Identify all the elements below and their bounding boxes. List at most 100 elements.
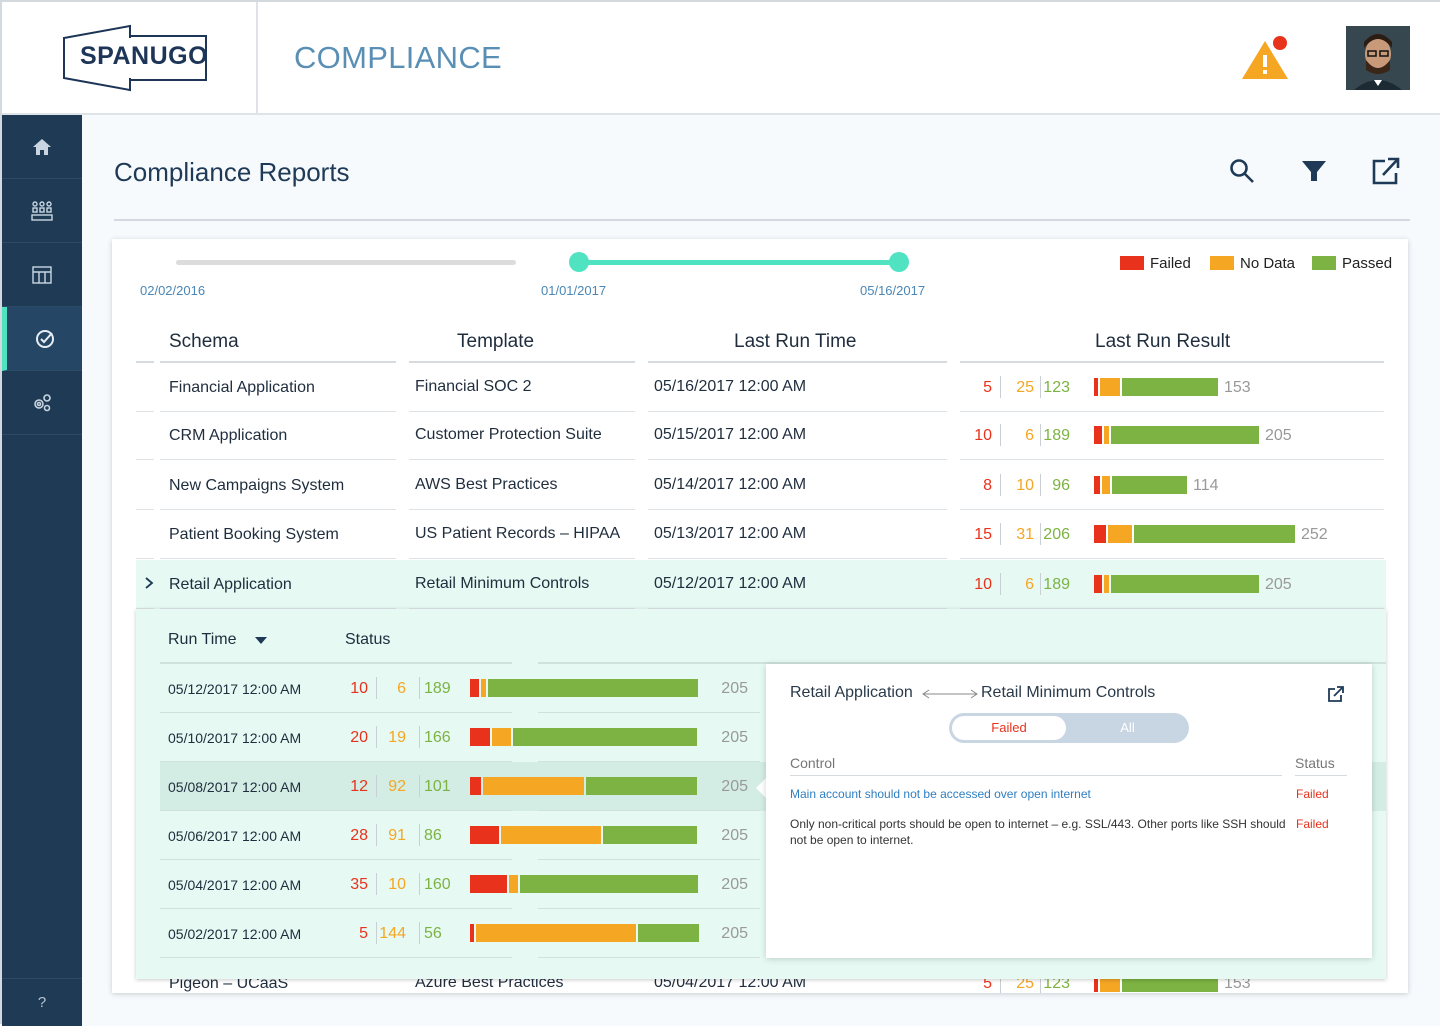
no-data-bar-segment [476,924,636,942]
toggle-option-all[interactable]: All [1120,720,1135,735]
search-icon[interactable] [1224,153,1260,189]
last-run-time: 05/16/2017 12:00 AM [654,378,807,395]
timeline-selected-range[interactable] [579,260,899,265]
table-row[interactable]: New Campaigns System AWS Best Practices 05… [136,461,1386,510]
count-divider [419,677,420,699]
sidebar-item-compliance[interactable] [2,307,82,371]
last-run-time: 05/14/2017 12:00 AM [654,476,807,493]
row-divider [648,459,947,460]
no-data-bar-segment [1108,525,1132,543]
no-data-bar-segment [483,777,584,795]
failed-bar-segment [470,777,481,795]
failed-all-toggle[interactable]: Failed All [949,713,1189,743]
table-row-expanded[interactable]: Retail Application Retail Minimum Control… [136,560,1386,609]
sidebar-item-home[interactable] [2,115,82,179]
run-row[interactable]: 05/04/2017 12:00 AM 35 10 160 205 [160,860,1386,909]
control-link[interactable]: Main account should not be accessed over… [790,787,1091,801]
run-row-divider [538,859,760,860]
run-row-divider [538,712,760,713]
no-data-count: 92 [388,778,406,795]
column-header-schema[interactable]: Schema [169,331,239,352]
passed-count: 101 [424,778,451,795]
schema-name[interactable]: New Campaigns System [169,477,345,494]
row-divider [960,558,1384,559]
sidebar-item-dashboard[interactable] [2,243,82,307]
user-avatar[interactable] [1346,26,1410,90]
header-divider [160,361,396,363]
passed-bar-segment [513,728,697,746]
total-count: 114 [1193,477,1219,494]
schema-name[interactable]: Financial Application [169,379,315,396]
run-row[interactable]: 05/02/2017 12:00 AM 5 144 56 205 [160,909,1386,958]
help-button[interactable]: ? [2,978,82,1026]
total-count: 205 [1265,576,1292,593]
no-data-count: 144 [379,925,406,942]
passed-count: 56 [424,925,442,942]
passed-bar-segment [586,777,697,795]
column-header-last-run-time[interactable]: Last Run Time [734,331,857,352]
home-icon [33,138,51,155]
run-row[interactable]: 05/12/2017 12:00 AM 10 6 189 205 [160,664,1386,713]
no-data-bar-segment [1100,378,1120,396]
logo-area[interactable]: SPANUGO [2,2,258,113]
count-divider [376,824,377,846]
schema-name[interactable]: Patient Booking System [169,526,339,543]
row-divider [648,608,947,609]
run-row[interactable]: 05/10/2017 12:00 AM 20 19 166 205 [160,713,1386,762]
row-divider [648,411,947,412]
total-count: 205 [721,827,748,844]
table-row[interactable]: CRM Application Customer Protection Suite… [136,411,1386,460]
run-row-divider [160,908,512,909]
failed-bar-segment [470,728,490,746]
failed-controls-popup: Retail Application Retail Minimum Contro… [766,664,1372,958]
run-history-panel: Run Time Status 05/12/2017 12:00 AM 10 6 18… [136,609,1386,979]
total-count: 205 [721,680,748,697]
subheader-run-time[interactable]: Run Time [168,631,237,648]
run-time: 05/06/2017 12:00 AM [168,828,302,844]
run-time: 05/04/2017 12:00 AM [168,877,302,893]
toggle-option-failed[interactable]: Failed [952,716,1066,740]
timeline-range-start-date: 01/01/2017 [541,283,607,298]
run-row[interactable]: 05/06/2017 12:00 AM 28 91 86 205 [160,811,1386,860]
table-row[interactable]: Financial Application Financial SOC 2 05/1… [136,363,1386,412]
passed-bar-segment [520,875,698,893]
no-data-count: 6 [1025,576,1034,593]
count-divider [1000,972,1001,993]
legend-no-data: No Data [1210,253,1295,273]
no-data-bar-segment [509,875,518,893]
no-data-count: 31 [1016,526,1034,543]
template-name: AWS Best Practices [415,476,558,493]
failed-bar-segment [1094,426,1102,444]
sort-desc-icon[interactable] [255,637,267,645]
timeline-end-handle[interactable] [889,252,909,272]
template-name: US Patient Records – HIPAA [415,525,621,542]
timeline-start-handle[interactable] [569,252,589,272]
no-data-count: 6 [397,680,406,697]
run-time: 05/08/2017 12:00 AM [168,779,302,795]
schema-name[interactable]: CRM Application [169,427,288,444]
subheader-divider [160,662,512,664]
sidebar-item-assets[interactable] [2,179,82,243]
failed-bar-segment [1094,575,1102,593]
column-header-template[interactable]: Template [457,331,535,352]
schema-name[interactable]: Pigeon – UCaaS [169,975,289,992]
warning-icon[interactable] [1242,35,1292,81]
table-row[interactable]: Patient Booking System US Patient Records… [136,510,1386,559]
total-count: 205 [721,778,748,795]
filter-icon[interactable] [1296,153,1332,189]
passed-bar-segment [488,679,698,697]
export-icon[interactable] [1368,153,1404,189]
popup-export-icon[interactable] [1328,686,1344,702]
schema-name[interactable]: Retail Application [169,576,292,593]
total-count: 205 [1265,427,1292,444]
run-time: 05/10/2017 12:00 AM [168,730,302,746]
chevron-right-icon[interactable] [144,576,156,590]
column-header-last-run-result[interactable]: Last Run Result [1095,331,1231,352]
check-circle-icon [35,329,54,348]
timeline-track[interactable] [176,260,516,265]
legend-no-data-swatch [1210,256,1234,270]
legend-failed: Failed [1120,253,1191,273]
sidebar-item-settings[interactable] [2,371,82,435]
last-run-time: 05/15/2017 12:00 AM [654,426,807,443]
passed-bar-segment [1111,575,1259,593]
